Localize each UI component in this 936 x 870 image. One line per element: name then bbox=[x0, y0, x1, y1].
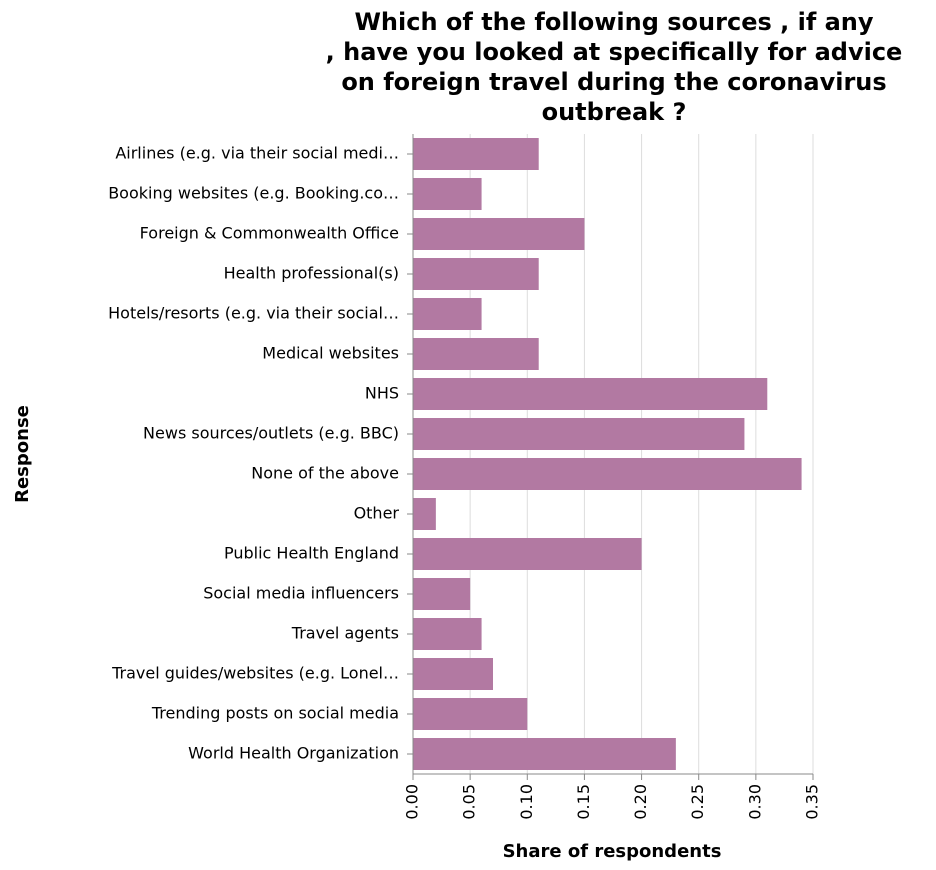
y-tick-label: Travel agents bbox=[291, 624, 399, 643]
x-axis-title: Share of respondents bbox=[503, 841, 722, 862]
x-tick-label: 0.35 bbox=[803, 784, 822, 820]
y-tick-label: Hotels/resorts (e.g. via their social… bbox=[108, 304, 399, 323]
y-axis-title: Response bbox=[12, 405, 33, 503]
chart-title: Which of the following sources , if any … bbox=[326, 8, 903, 126]
bar bbox=[413, 258, 539, 290]
chart-title-line-4: outbreak ? bbox=[542, 98, 687, 126]
chart-title-line-1: Which of the following sources , if any bbox=[354, 8, 873, 36]
y-tick-label: Trending posts on social media bbox=[151, 704, 399, 723]
bar bbox=[413, 458, 802, 490]
bar bbox=[413, 418, 745, 450]
y-tick-label: NHS bbox=[365, 384, 399, 403]
y-axis: Airlines (e.g. via their social medi… Boo… bbox=[108, 134, 414, 774]
bar bbox=[413, 658, 493, 690]
y-tick-label: Travel guides/websites (e.g. Lonel… bbox=[111, 664, 399, 683]
y-tick-label: Medical websites bbox=[262, 344, 399, 363]
x-tick-label: 0.00 bbox=[403, 784, 422, 820]
x-tick-label: 0.20 bbox=[631, 784, 650, 820]
x-tick-label: 0.30 bbox=[745, 784, 764, 820]
y-tick-label: World Health Organization bbox=[188, 744, 399, 763]
y-tick-label: Booking websites (e.g. Booking.co… bbox=[108, 184, 399, 203]
bar bbox=[413, 698, 528, 730]
bar bbox=[413, 618, 482, 650]
y-tick-label: None of the above bbox=[251, 464, 399, 483]
y-tick-label: Foreign & Commonwealth Office bbox=[140, 224, 399, 243]
y-tick-label: Public Health England bbox=[224, 544, 399, 563]
bar bbox=[413, 138, 539, 170]
x-tick-label: 0.15 bbox=[574, 784, 593, 820]
bar bbox=[413, 538, 642, 570]
y-tick-label: Health professional(s) bbox=[224, 264, 399, 283]
x-tick-label: 0.25 bbox=[688, 784, 707, 820]
x-tick-label: 0.10 bbox=[517, 784, 536, 820]
bar bbox=[413, 578, 471, 610]
bar bbox=[413, 498, 436, 530]
chart-title-line-2: , have you looked at specifically for ad… bbox=[326, 38, 903, 66]
y-tick-label: News sources/outlets (e.g. BBC) bbox=[143, 424, 399, 443]
y-tick-label: Other bbox=[354, 504, 400, 523]
bar bbox=[413, 298, 482, 330]
x-tick-label: 0.05 bbox=[460, 784, 479, 820]
bars bbox=[413, 138, 802, 770]
x-axis: 0.00 0.05 0.10 0.15 0.20 0.25 0.30 0.35 bbox=[403, 773, 822, 820]
y-tick-label: Airlines (e.g. via their social medi… bbox=[115, 144, 399, 163]
bar bbox=[413, 178, 482, 210]
chart-title-line-3: on foreign travel during the coronavirus bbox=[341, 68, 886, 96]
bar bbox=[413, 218, 585, 250]
bar bbox=[413, 338, 539, 370]
bar bbox=[413, 378, 768, 410]
bar bbox=[413, 738, 676, 770]
y-tick-label: Social media influencers bbox=[203, 584, 399, 603]
